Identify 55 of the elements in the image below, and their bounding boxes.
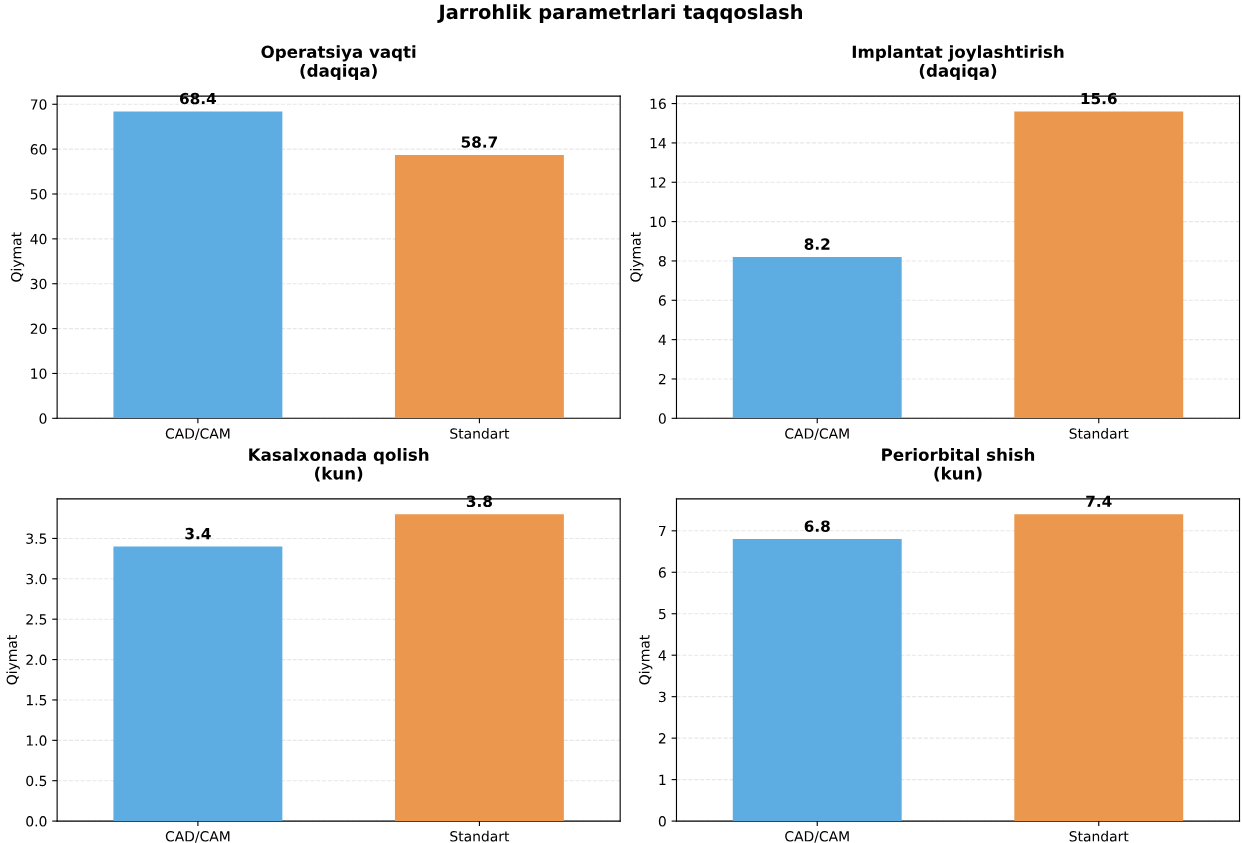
y-tick-label: 16 (650, 98, 666, 110)
data-label: 6.8 (804, 520, 830, 532)
text: Jarrohlik parametrlari taqqoslash (437, 4, 803, 24)
chart-title: Implantat joylashtirish (daqiqa) (852, 45, 1064, 81)
y-tick-label: 50 (30, 188, 47, 200)
y-tick-label: 2 (658, 373, 666, 385)
y-tick-label: 1.0 (26, 735, 47, 746)
chart-title: Periorbital shish (kun) (882, 448, 1035, 482)
y-tick-label: 60 (30, 144, 47, 155)
x-tick-label: Standart (1069, 428, 1129, 439)
data-label: 8.2 (804, 238, 830, 250)
y-tick-label: 2.0 (26, 654, 47, 666)
y-tick-label: 40 (30, 233, 47, 245)
y-tick-label: 0 (658, 816, 666, 827)
y-tick-label: 3 (658, 691, 666, 703)
chart-title: Operatsiya vaqti (daqiqa) (261, 45, 416, 81)
y-tick-label: 3.0 (26, 573, 47, 585)
y-tick-label: 5 (658, 608, 666, 620)
data-label: 58.7 (461, 136, 498, 148)
y-axis-title: Qiymat (10, 232, 25, 282)
chart-title: Kasalxonada qolish (kun) (249, 448, 429, 482)
x-tick-label: Standart (450, 428, 510, 439)
y-axis-title: Qiymat (638, 635, 653, 685)
y-axis-title: Qiymat (6, 635, 20, 685)
y-tick-label: 1.5 (26, 695, 47, 706)
y-axis-title: Qiymat (630, 232, 644, 282)
y-tick-label: 2 (658, 733, 666, 744)
y-tick-label: 14 (650, 138, 666, 149)
y-tick-label: 30 (30, 278, 47, 290)
x-tick-label: CAD/CAM (785, 831, 849, 843)
y-tick-label: 6 (658, 295, 666, 306)
y-tick-label: 20 (30, 323, 47, 335)
y-tick-label: 8 (658, 255, 666, 267)
x-tick-label: CAD/CAM (785, 428, 849, 440)
y-tick-label: 4 (658, 334, 666, 345)
x-tick-label: CAD/CAM (165, 831, 230, 843)
y-tick-label: 10 (650, 216, 666, 228)
y-tick-label: 3.5 (26, 533, 47, 544)
x-tick-label: Standart (1069, 830, 1129, 842)
y-tick-label: 0.0 (26, 816, 47, 827)
y-tick-label: 10 (31, 368, 47, 379)
y-tick-label: 0 (658, 413, 666, 424)
y-tick-label: 0.5 (26, 775, 47, 787)
y-tick-label: 7 (659, 525, 666, 537)
x-tick-label: Standart (450, 830, 510, 842)
y-tick-label: 1 (659, 774, 666, 785)
x-tick-label: CAD/CAM (165, 428, 230, 440)
y-tick-label: 70 (30, 99, 47, 110)
y-tick-label: 0 (39, 413, 47, 424)
data-label: 3.4 (185, 527, 211, 540)
y-tick-label: 4 (658, 650, 666, 661)
y-tick-label: 6 (658, 567, 666, 578)
data-label: 7.4 (1086, 495, 1112, 507)
y-tick-label: 12 (650, 177, 666, 188)
y-tick-label: 2.5 (26, 614, 47, 625)
